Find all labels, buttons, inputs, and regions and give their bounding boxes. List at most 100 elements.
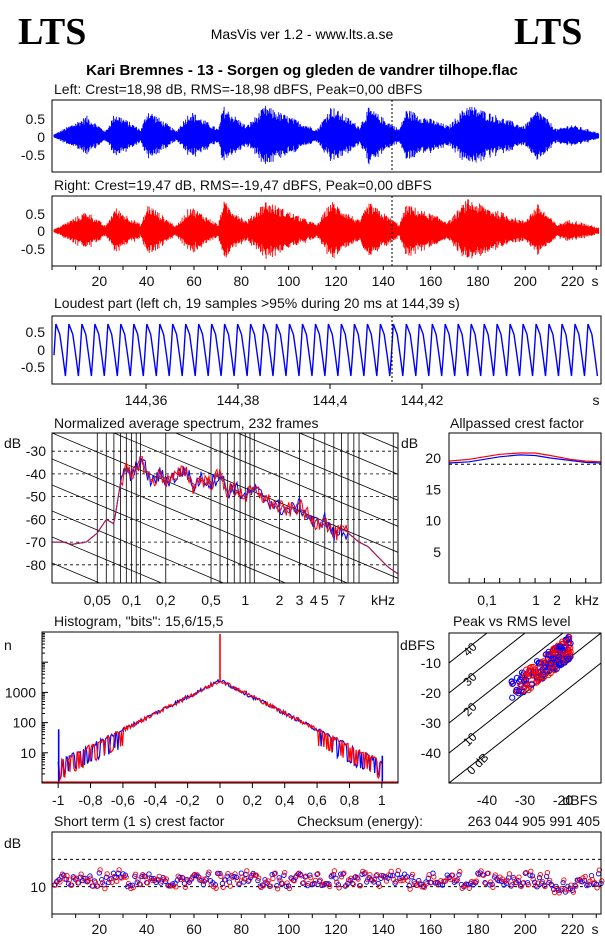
crest-point-right (132, 871, 139, 877)
reference-line (236, 433, 398, 501)
crest-point-right (341, 870, 347, 876)
xtick-label: -20 (553, 792, 573, 808)
crest-point-right (137, 881, 144, 888)
xtick-label: 200 (514, 921, 538, 937)
crest-point-left (586, 882, 592, 888)
reference-line (52, 458, 349, 583)
crest-point-right (218, 873, 224, 879)
crest-point-left (390, 872, 396, 879)
crest-point-left (233, 874, 240, 881)
xtick-label: 2 (276, 592, 284, 608)
spectrum-grid (52, 433, 398, 583)
crest-point-left (245, 878, 252, 884)
spectrum-lines (52, 456, 399, 575)
ytick-label: 100 (13, 715, 37, 731)
checksum-label: Checksum (energy): (297, 813, 423, 829)
crest-point-right (407, 886, 413, 892)
reference-line (52, 536, 163, 583)
peak-rms-point (551, 667, 558, 674)
crest-point-right (537, 871, 543, 878)
crest-diagonal (449, 662, 601, 783)
crest-point-right (69, 882, 75, 888)
crest-point-right (398, 878, 404, 884)
crest-point-right (88, 875, 94, 881)
xtick-label: 0,05 (84, 592, 111, 608)
crest-point-left (532, 879, 538, 885)
crest-point-left (312, 881, 318, 887)
histogram-ylabel: n (4, 637, 12, 653)
ytick-label: -40 (421, 745, 441, 761)
crest-point-right (220, 884, 226, 890)
short-term-crest-frame (51, 831, 602, 915)
xtick-unit: kHz (371, 592, 395, 608)
right-waveform-trace (53, 199, 600, 259)
xtick-label: 220 (561, 921, 585, 937)
ytick-label: 10 (30, 879, 46, 895)
peak-rms-point (559, 638, 566, 645)
crest-point-right (521, 880, 527, 886)
crest-point-left (593, 881, 599, 888)
xtick-label: -30 (515, 792, 535, 808)
checksum-value: 263 044 905 991 405 (468, 813, 601, 829)
crest-point-right (561, 877, 567, 883)
xtick-label: -0,4 (143, 792, 167, 808)
xtick-label: 20 (92, 921, 108, 937)
ytick-label: 0 (37, 223, 45, 239)
xtick-label: 180 (466, 273, 490, 289)
peak-rms-point (556, 643, 563, 651)
xtick-label: 1 (532, 592, 540, 608)
allpassed-crest-plot (448, 452, 602, 583)
xtick-label: -1 (52, 792, 65, 808)
crest-point-left (96, 870, 102, 876)
crest-point-right (516, 874, 522, 880)
crest-point-right (490, 884, 496, 890)
spectrum-panel: Normalized average spectrum, 232 frames … (4, 415, 399, 608)
crest-point-right (573, 883, 579, 889)
crest-point-right (142, 874, 148, 880)
crest-point-left (572, 882, 578, 888)
crest-point-right (357, 883, 364, 889)
left-waveform-panel: Left: Crest=18,98 dB, RMS=-18,98 dBFS, P… (21, 81, 602, 173)
crest-point-left (560, 879, 566, 886)
crest-point-right (374, 871, 380, 878)
crest-point-left (591, 880, 597, 887)
crest-point-right (450, 872, 456, 879)
xtick-label: -0,2 (176, 792, 200, 808)
peak-rms-point (540, 658, 547, 665)
loudest-part-trace (53, 323, 599, 377)
crest-point-right (544, 869, 551, 876)
xtick-label: 144,4 (312, 392, 347, 408)
crest-point-right (542, 883, 548, 890)
crest-point-right (300, 879, 307, 886)
spectrum-xticks: 0,05 0,1 0,2 0,5 1 2 3 4 5 7 kHz (84, 592, 395, 608)
ytick-label: 0 (37, 129, 45, 145)
allpassed-crest-frame (448, 432, 602, 584)
crest-point-right (213, 885, 219, 891)
ytick-label: 10 (425, 513, 441, 529)
crest-point-right (405, 878, 411, 884)
ytick-label: -70 (26, 534, 46, 550)
loudest-part-title: Loudest part (left ch, 19 samples >95% d… (54, 295, 460, 311)
peak-rms-point (550, 645, 557, 652)
crest-point-right (260, 883, 267, 889)
allpassed-crest-yticks: 20 15 10 5 (425, 450, 441, 560)
crest-point-left (522, 870, 528, 876)
spectrum-average-trace (52, 459, 399, 575)
peak-rms-point (533, 658, 541, 665)
xtick-label: 7 (338, 592, 346, 608)
crest-point-left (179, 874, 185, 881)
crest-point-right (485, 870, 491, 876)
crest-point-right (66, 877, 73, 883)
peak-rms-point (528, 681, 535, 688)
right-waveform-title: Right: Crest=19,47 dB, RMS=-19,47 dBFS, … (54, 177, 432, 193)
xtick-label: 0,1 (477, 592, 497, 608)
histogram-plot (42, 632, 398, 788)
crest-point-right (182, 884, 188, 890)
crest-point-right (308, 874, 314, 881)
time-axis-ticks: 20 40 60 80 100 120 140 160 180 200 220 s (51, 266, 599, 289)
crest-point-left (255, 877, 261, 884)
peak-rms-point (513, 674, 521, 682)
crest-point-left (61, 872, 67, 878)
crest-point-right (57, 879, 63, 885)
allpassed-left-trace (448, 454, 602, 464)
